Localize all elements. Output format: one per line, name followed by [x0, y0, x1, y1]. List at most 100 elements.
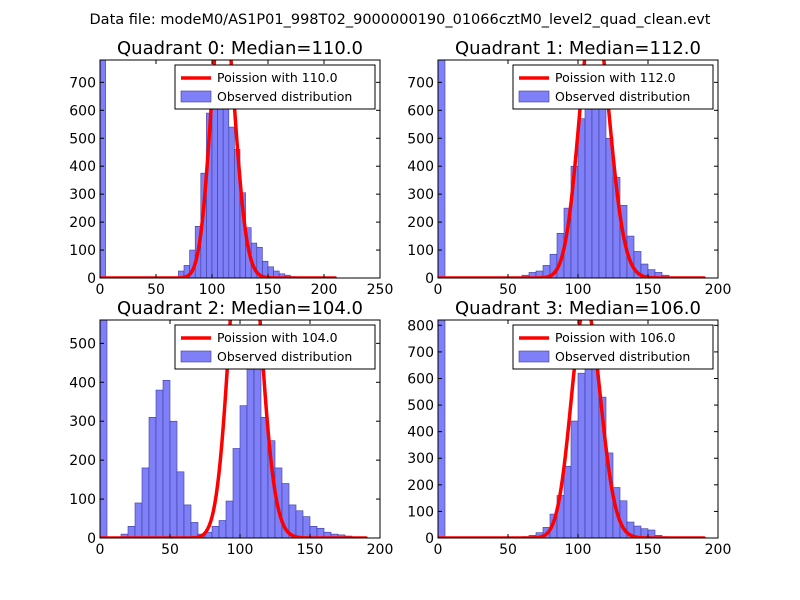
y-tick-label: 600: [407, 371, 434, 387]
y-tick-label: 200: [407, 215, 434, 231]
y-tick-label: 400: [69, 159, 96, 175]
x-tick-label: 200: [367, 542, 394, 558]
x-tick-label: 200: [311, 282, 338, 298]
legend-bar-swatch: [180, 350, 212, 363]
x-tick-label: 100: [199, 282, 226, 298]
quadrant-2-title: Quadrant 2: Median=104.0: [117, 298, 363, 319]
x-tick-label: 0: [434, 542, 443, 558]
x-tick-label: 150: [635, 542, 662, 558]
histogram-bar: [438, 60, 446, 278]
y-tick-label: 400: [407, 159, 434, 175]
legend-poisson-label: Poission with 104.0: [217, 330, 338, 345]
y-tick-label: 0: [87, 531, 96, 547]
y-tick-label: 700: [407, 345, 434, 361]
histogram-bar: [183, 504, 192, 538]
quadrant-1-title: Quadrant 1: Median=112.0: [455, 38, 701, 59]
x-tick-label: 0: [96, 542, 105, 558]
quadrant-3-title: Quadrant 3: Median=106.0: [455, 298, 701, 319]
legend-bar-swatch: [180, 90, 212, 103]
histogram-bar: [295, 510, 304, 538]
y-tick-label: 700: [407, 75, 434, 91]
histogram-bar: [253, 362, 262, 538]
y-tick-label: 0: [87, 271, 96, 287]
legend: Poission with 112.0 Observed distribution: [512, 64, 714, 110]
y-tick-label: 300: [407, 451, 434, 467]
x-tick-label: 150: [635, 282, 662, 298]
quadrant-2-panel: Quadrant 2: Median=104.0 0 50 100 150 200 0 100…: [69, 298, 394, 558]
histogram-bar: [239, 405, 248, 538]
legend-poisson-label: Poission with 110.0: [217, 70, 338, 85]
y-tick-label: 100: [407, 504, 434, 520]
axes-frame: [99, 59, 381, 279]
figure-suptitle: Data file: modeM0/AS1P01_998T02_90000001…: [90, 12, 711, 28]
legend-box: [174, 64, 376, 110]
histogram-bar: [577, 118, 586, 278]
histogram-bar: [127, 526, 136, 538]
histogram-bar: [190, 522, 199, 538]
histogram-bar: [225, 500, 234, 538]
histogram-bar: [211, 526, 220, 538]
x-tick-label: 150: [297, 542, 324, 558]
histogram-bar: [598, 107, 607, 278]
y-tick-label: 800: [407, 318, 434, 334]
quadrant-0-title: Quadrant 0: Median=110.0: [117, 38, 363, 59]
y-tick-label: 300: [69, 414, 96, 430]
legend-poisson-label: Poission with 112.0: [555, 70, 676, 85]
quadrant-1-panel: Quadrant 1: Median=112.0 0 50 100 150 200 0 100…: [407, 38, 732, 298]
y-tick-label: 200: [69, 215, 96, 231]
histogram-bar: [577, 372, 586, 538]
legend: Poission with 110.0 Observed distribution: [174, 64, 376, 110]
y-tick-label: 0: [425, 271, 434, 287]
x-tick-label: 0: [96, 282, 105, 298]
legend-observed-label: Observed distribution: [555, 89, 690, 104]
legend-bar-swatch: [518, 90, 550, 103]
legend-observed-label: Observed distribution: [555, 349, 690, 364]
legend-observed-label: Observed distribution: [217, 89, 352, 104]
legend-bar-swatch: [518, 350, 550, 363]
poisson-curve: [438, 320, 706, 538]
y-tick-label: 100: [407, 243, 434, 259]
histogram-bar: [176, 471, 185, 538]
histogram-bar: [169, 420, 178, 538]
quadrant-0-panel: Quadrant 0: Median=110.0 0 50 100 150 200 250 0…: [69, 38, 394, 298]
y-tick-label: 500: [407, 398, 434, 414]
x-tick-label: 200: [705, 542, 732, 558]
histogram-bar: [100, 320, 108, 538]
x-tick-label: 250: [367, 282, 394, 298]
x-tick-label: 0: [434, 282, 443, 298]
x-tick-label: 50: [147, 282, 165, 298]
x-tick-label: 50: [499, 282, 517, 298]
y-tick-label: 400: [407, 425, 434, 441]
histogram-bar: [148, 417, 157, 538]
y-tick-label: 500: [69, 131, 96, 147]
histogram-bar: [232, 448, 241, 538]
y-tick-label: 400: [69, 375, 96, 391]
legend: Poission with 106.0 Observed distribution: [512, 324, 714, 370]
histogram-bar: [162, 380, 171, 538]
histogram-bar: [570, 420, 579, 538]
x-tick-label: 50: [499, 542, 517, 558]
y-tick-label: 0: [425, 531, 434, 547]
x-tick-label: 200: [705, 282, 732, 298]
x-tick-label: 100: [565, 282, 592, 298]
histogram-bar: [228, 126, 235, 278]
histogram-bar: [100, 60, 106, 278]
y-tick-label: 500: [69, 336, 96, 352]
histogram-bar: [222, 107, 230, 278]
y-tick-label: 500: [407, 131, 434, 147]
legend-poisson-label: Poission with 106.0: [555, 330, 676, 345]
quadrant-3-panel: Quadrant 3: Median=106.0 0 50 100 150 200 0 100…: [407, 298, 731, 558]
y-tick-label: 600: [69, 103, 96, 119]
histogram-bar: [438, 320, 446, 538]
y-tick-label: 600: [407, 103, 434, 119]
x-tick-label: 100: [565, 542, 592, 558]
legend: Poission with 104.0 Observed distribution: [174, 324, 376, 370]
x-tick-label: 100: [227, 542, 254, 558]
histogram-bar: [302, 516, 311, 538]
y-tick-label: 300: [69, 187, 96, 203]
y-tick-label: 100: [69, 492, 96, 508]
y-tick-label: 100: [69, 243, 96, 259]
y-tick-label: 700: [69, 75, 96, 91]
histogram-bar: [155, 389, 164, 538]
